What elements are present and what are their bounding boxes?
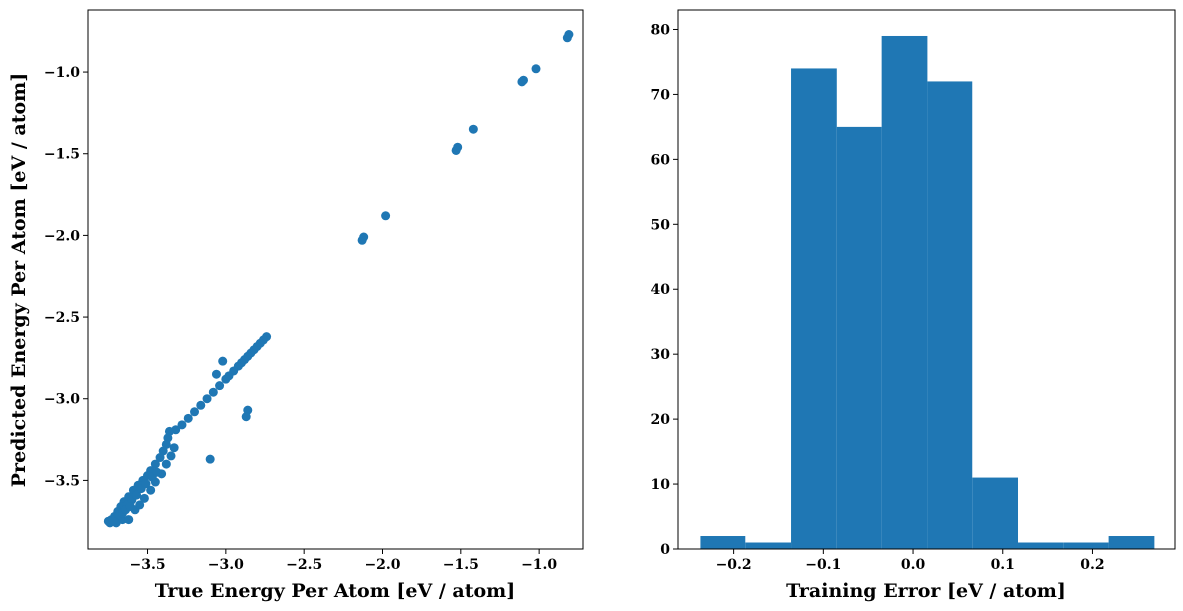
scatter-x-tick-label: −3.0 (208, 557, 244, 573)
scatter-point (169, 443, 179, 453)
scatter-point (202, 394, 212, 404)
scatter-point (221, 374, 231, 384)
scatter-x-ticks: −3.5 −3.0 −2.5 −2.0 −1.5 −1.0 (129, 549, 557, 573)
scatter-y-tick-label: −1.5 (44, 147, 80, 163)
scatter-plot-area (88, 10, 583, 549)
scatter-points (103, 30, 574, 528)
scatter-point (531, 64, 541, 74)
scatter-point (155, 453, 165, 463)
histogram-bar (1018, 542, 1064, 549)
scatter-point (215, 381, 225, 391)
scatter-point (468, 124, 478, 134)
histogram-axes-frame (677, 9, 1176, 550)
histogram-bar (1108, 536, 1155, 549)
scatter-point (241, 412, 251, 422)
scatter-point (517, 77, 527, 87)
histogram-x-tick-label: −0.2 (716, 557, 752, 573)
scatter-point (196, 400, 206, 410)
scatter-point (211, 369, 221, 379)
scatter-point (146, 485, 156, 495)
scatter-point (357, 235, 367, 245)
histogram-y-tick-label: 10 (651, 477, 671, 493)
scatter-x-tick-label: −1.5 (443, 557, 479, 573)
histogram-y-tick-label: 0 (660, 542, 670, 558)
scatter-x-tick-label: −2.0 (364, 557, 400, 573)
scatter-y-tick-label: −3.0 (44, 392, 80, 408)
scatter-point (562, 33, 572, 43)
histogram-x-tick-label: −0.1 (805, 557, 841, 573)
histogram-y-ticks: 0 10 20 30 40 50 60 70 80 (651, 22, 678, 558)
histogram-x-tick-label: 0.0 (901, 557, 926, 573)
histogram-y-tick-label: 40 (651, 282, 671, 298)
histogram-y-tick-label: 70 (651, 87, 671, 103)
scatter-point (218, 356, 228, 366)
scatter-y-ticks: −3.5 −3.0 −2.5 −2.0 −1.5 −1.0 (44, 65, 88, 489)
scatter-point (124, 515, 134, 525)
histogram-x-axis-label: Training Error [eV / atom] (786, 580, 1066, 602)
scatter-point (139, 493, 149, 503)
scatter-x-tick-label: −2.5 (286, 557, 322, 573)
scatter-point (208, 387, 218, 397)
scatter-x-tick-label: −3.5 (129, 557, 165, 573)
histogram-x-tick-label: 0.2 (1080, 557, 1104, 573)
scatter-y-axis-label: Predicted Energy Per Atom [eV / atom] (8, 73, 30, 487)
scatter-y-tick-label: −1.0 (44, 65, 80, 81)
histogram-bar (791, 68, 837, 549)
histogram-x-ticks: −0.2 −0.1 0.0 0.1 0.2 (716, 549, 1105, 573)
scatter-point (451, 145, 461, 155)
scatter-point (108, 516, 118, 526)
scatter-point (381, 211, 391, 221)
histogram-bar (836, 126, 882, 549)
scatter-point (125, 502, 135, 512)
scatter-point (190, 407, 200, 417)
histogram-bar (700, 536, 746, 549)
histogram-x-tick-label: 0.1 (991, 557, 1015, 573)
scatter-point (150, 459, 160, 469)
histogram-y-tick-label: 20 (651, 412, 671, 428)
histogram-y-tick-label: 80 (651, 22, 671, 38)
scatter-y-tick-label: −2.5 (44, 310, 80, 326)
scatter-y-tick-label: −3.5 (44, 473, 80, 489)
histogram-y-tick-label: 60 (651, 152, 671, 168)
scatter-point (161, 459, 171, 469)
histogram-y-tick-label: 50 (651, 217, 671, 233)
scatter-point (177, 420, 187, 430)
scatter-y-tick-label: −2.0 (44, 228, 80, 244)
histogram-bar (927, 81, 973, 549)
histogram-bar (881, 35, 928, 550)
scatter-point (152, 467, 162, 477)
histogram-bar (1063, 542, 1109, 549)
histogram-panel: −0.2 −0.1 0.0 0.1 0.2 0 10 20 30 40 50 60 70 80 Trai… (651, 9, 1176, 602)
scatter-x-axis-label: True Energy Per Atom [eV / atom] (155, 580, 516, 602)
histogram-bar (745, 542, 792, 549)
histogram-bar (972, 477, 1019, 549)
scatter-point (166, 451, 176, 461)
scatter-point (183, 413, 193, 423)
scatter-point (205, 454, 215, 464)
histogram-y-tick-label: 30 (651, 347, 671, 363)
scatter-point (135, 500, 145, 510)
scatter-x-tick-label: −1.0 (521, 557, 557, 573)
scatter-axes-frame (87, 9, 584, 550)
scatter-panel: −3.5 −3.0 −2.5 −2.0 −1.5 −1.0 −3.5 −3.0 −2.5 −2.… (8, 9, 584, 602)
scatter-point (141, 479, 151, 489)
histogram-bars (700, 35, 1155, 550)
scatter-point (132, 490, 142, 500)
